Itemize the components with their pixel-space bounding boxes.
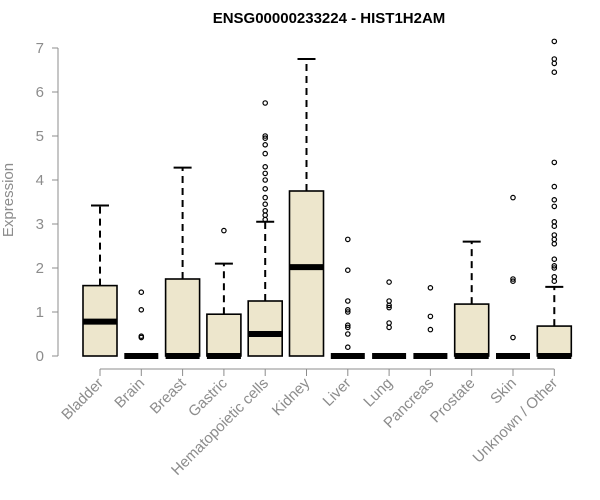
y-tick-label: 4 <box>36 172 44 189</box>
outlier-point <box>344 344 351 351</box>
y-axis: 0 1 2 3 4 5 6 7 <box>36 40 59 365</box>
outlier-point <box>344 236 351 243</box>
outlier-point <box>551 60 558 67</box>
outlier-point <box>344 331 351 337</box>
box-iqr <box>206 313 242 357</box>
box-group-hematopoietic-cells <box>247 100 283 357</box>
x-tick-label: Prostate <box>427 375 479 427</box>
outlier-point <box>427 284 434 291</box>
outlier-point <box>551 38 558 45</box>
x-tick-label: Liver <box>320 375 355 410</box>
x-tick-label: Brain <box>111 375 148 412</box>
outlier-point <box>551 265 558 271</box>
y-tick-label: 1 <box>36 304 44 321</box>
outlier-point <box>262 186 269 192</box>
box-iqr <box>247 300 283 357</box>
outlier-point <box>551 183 558 190</box>
outlier-point <box>551 262 558 269</box>
box-group-bladder <box>82 204 118 357</box>
outlier-point <box>262 164 269 170</box>
y-tick-label: 5 <box>36 128 44 145</box>
outlier-point <box>510 276 516 282</box>
outlier-point <box>262 170 269 177</box>
outlier-point <box>551 232 558 238</box>
box-group-breast <box>164 166 201 359</box>
y-axis-label: Expression <box>0 163 17 237</box>
y-tick-label: 0 <box>36 348 44 365</box>
outlier-point <box>551 256 558 263</box>
outlier-point <box>551 159 558 166</box>
x-tick-label: Lung <box>360 375 396 411</box>
y-tick-label: 6 <box>36 84 44 101</box>
outlier-point <box>551 241 558 247</box>
outlier-point <box>386 279 392 285</box>
outlier-point <box>262 201 269 208</box>
box-group-brain <box>124 289 159 359</box>
outlier-point <box>262 177 269 183</box>
outlier-point <box>551 197 558 203</box>
outlier-point <box>344 298 351 304</box>
outlier-point <box>138 306 145 313</box>
outlier-point <box>551 56 558 62</box>
outlier-point <box>138 289 145 296</box>
outlier-point <box>386 320 392 326</box>
outlier-point <box>221 227 227 234</box>
outlier-point <box>427 326 434 333</box>
outlier-point <box>386 324 392 331</box>
outlier-point <box>262 135 269 142</box>
x-tick-label: Bladder <box>58 375 107 424</box>
x-tick-label: Breast <box>147 374 190 417</box>
outlier-point <box>344 324 351 331</box>
box-group-liver <box>330 236 365 359</box>
outlier-point <box>344 309 351 315</box>
outlier-point <box>551 273 558 280</box>
x-tick-label: Skin <box>487 375 520 408</box>
outlier-point <box>262 142 269 148</box>
outlier-point <box>427 313 434 320</box>
outlier-point <box>551 278 558 285</box>
outlier-point <box>510 334 516 341</box>
outlier-point <box>262 100 269 106</box>
outlier-point <box>386 304 392 311</box>
box-group-kidney <box>288 58 325 357</box>
box-group-prostate <box>453 240 490 359</box>
outlier-point <box>262 212 269 219</box>
box-iqr <box>288 190 325 357</box>
y-tick-label: 7 <box>36 40 44 57</box>
box-group-lung <box>372 279 407 359</box>
box-iqr <box>536 325 573 357</box>
y-tick-label: 3 <box>36 216 44 233</box>
y-tick-label: 2 <box>36 260 44 277</box>
outlier-point <box>551 203 558 210</box>
outlier-point <box>344 267 351 274</box>
outlier-point <box>510 194 516 201</box>
outlier-point <box>551 219 558 225</box>
box-group-unknown-other <box>536 38 573 359</box>
outlier-point <box>551 69 558 76</box>
outlier-point <box>386 298 392 304</box>
outlier-point <box>262 208 269 214</box>
box-group-pancreas <box>413 284 448 359</box>
outlier-point <box>138 333 145 340</box>
outlier-point <box>262 150 269 157</box>
outlier-point <box>344 322 351 329</box>
box-iqr <box>164 278 201 357</box>
outlier-point <box>262 194 269 201</box>
outlier-point <box>262 133 269 139</box>
box-group-gastric <box>206 227 242 359</box>
x-tick-label: Kidney <box>269 374 314 419</box>
outlier-point <box>344 306 351 313</box>
outlier-point <box>551 223 558 230</box>
outlier-point <box>551 236 558 243</box>
chart-title: ENSG00000233224 - HIST1H2AM <box>213 10 446 27</box>
box-group-skin <box>496 194 530 359</box>
outlier-point <box>510 278 516 285</box>
plot-area <box>82 38 573 359</box>
box-iqr <box>453 303 490 357</box>
